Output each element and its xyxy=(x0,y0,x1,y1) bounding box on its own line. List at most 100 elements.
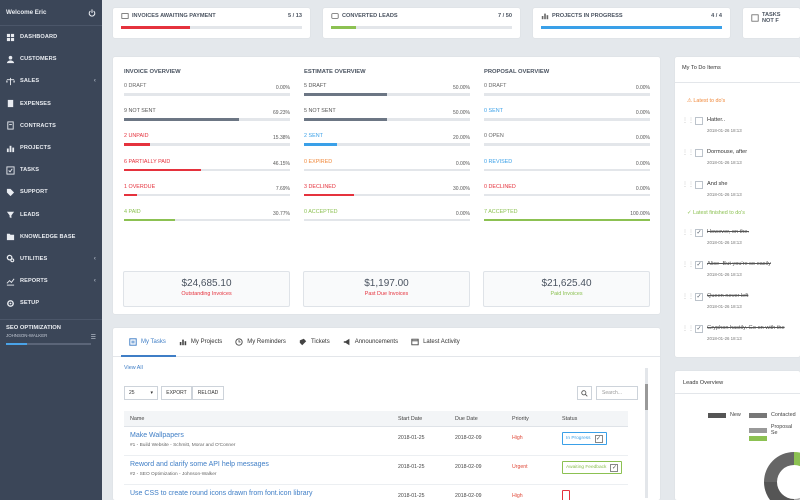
page-size-select[interactable]: 25 ▾ xyxy=(124,386,158,400)
row-count: 0 xyxy=(484,158,487,165)
sidebar-item-tasks[interactable]: Tasks xyxy=(0,159,102,181)
donut-segment[interactable] xyxy=(764,482,794,500)
sidebar-item-knowledge-base[interactable]: Knowledge Base xyxy=(0,226,102,248)
task-priority: High xyxy=(512,435,523,441)
sidebar-item-reports[interactable]: Reports ‹ xyxy=(0,270,102,292)
task-status-badge[interactable]: Awaiting Feedback ✓ xyxy=(562,461,623,474)
overview-row-open[interactable]: 0 Open 0.00% xyxy=(484,131,650,156)
row-percent: 46.15% xyxy=(273,160,290,167)
legend-other[interactable] xyxy=(749,436,771,441)
view-all-link[interactable]: View All xyxy=(124,365,143,371)
task-status-badge[interactable]: In Progress ✓ xyxy=(562,432,607,445)
sidebar-item-sales[interactable]: Sales ‹ xyxy=(0,70,102,92)
sidebar-item-setup[interactable]: Setup xyxy=(0,292,102,314)
overview-row-draft[interactable]: 0 Draft 0.00% xyxy=(484,81,650,106)
total-label: Past Due Invoices xyxy=(364,291,409,297)
legend-new[interactable]: New xyxy=(708,412,741,418)
overview-row-draft[interactable]: 5 Draft 50.00% xyxy=(304,81,470,106)
tasks-panel: My Tasks My Projects My Reminders Ticket… xyxy=(113,328,660,500)
scrollbar[interactable] xyxy=(645,368,648,498)
row-percent: 0.00% xyxy=(635,110,650,117)
tab-announcements[interactable]: Announcements xyxy=(343,338,398,346)
menu-lines-icon[interactable]: ☰ xyxy=(90,335,96,342)
column-start-date[interactable]: Start Date xyxy=(398,416,423,422)
donut-segment[interactable] xyxy=(764,452,794,482)
tab-my-projects[interactable]: My Projects xyxy=(179,338,222,346)
drag-handle-icon[interactable]: ⋮⋮ xyxy=(682,262,694,268)
page-size-value: 25 xyxy=(129,390,135,396)
sidebar-project[interactable]: SEO OPTIMIZATION JOHNSON-WALKER ☰ xyxy=(0,319,102,350)
row-progress xyxy=(484,168,650,172)
overview-row-accepted[interactable]: 0 Accepted 0.00% xyxy=(304,207,470,232)
overview-row-partially-paid[interactable]: 6 Partially Paid 46.15% xyxy=(124,157,290,182)
drag-handle-icon[interactable]: ⋮⋮ xyxy=(682,182,694,188)
row-percent: 0.00% xyxy=(275,85,290,91)
overview-row-unpaid[interactable]: 2 Unpaid 15.38% xyxy=(124,131,290,156)
power-icon[interactable] xyxy=(88,8,96,17)
tab-latest-activity[interactable]: Latest Activity xyxy=(411,338,460,346)
sidebar-item-dashboard[interactable]: Dashboard xyxy=(0,26,102,48)
todo-checkbox[interactable] xyxy=(695,117,703,125)
drag-handle-icon[interactable]: ⋮⋮ xyxy=(682,150,694,156)
overview-row-sent[interactable]: 2 Sent 20.00% xyxy=(304,131,470,156)
row-progress xyxy=(304,143,470,146)
row-count: 0 xyxy=(484,108,487,115)
legend-proposal-sent[interactable]: Proposal Se xyxy=(749,424,800,436)
stat-label: Converted Leads xyxy=(342,13,398,19)
reload-button[interactable]: RELOAD xyxy=(192,386,224,400)
search-input[interactable]: Search... xyxy=(596,386,638,400)
task-name-link[interactable]: Make Wallpapers xyxy=(130,432,184,439)
todo-checkbox[interactable]: ✓ xyxy=(695,261,703,269)
tab-my-tasks[interactable]: My Tasks xyxy=(129,338,166,346)
todo-checkbox[interactable]: ✓ xyxy=(695,293,703,301)
legend-label: Contacted xyxy=(771,412,796,418)
task-status-badge[interactable] xyxy=(562,490,570,500)
overview-row-not-sent[interactable]: 9 Not Sent 69.23% xyxy=(124,106,290,131)
stat-value: 7 / 50 xyxy=(498,13,512,19)
drag-handle-icon[interactable]: ⋮⋮ xyxy=(682,326,694,332)
column-name[interactable]: Name xyxy=(130,416,145,422)
row-count: 2 xyxy=(304,133,307,140)
legend-contacted[interactable]: Contacted xyxy=(749,412,796,418)
drag-handle-icon[interactable]: ⋮⋮ xyxy=(682,118,694,124)
column-priority[interactable]: Priority xyxy=(512,416,529,422)
column-status[interactable]: Status xyxy=(562,416,578,422)
row-progress xyxy=(484,193,650,197)
search-icon[interactable] xyxy=(577,386,592,400)
todo-checkbox[interactable] xyxy=(695,181,703,189)
donut-segment[interactable] xyxy=(794,482,800,500)
overview-row-paid[interactable]: 4 Paid 30.77% xyxy=(124,207,290,232)
sidebar-item-expenses[interactable]: Expenses xyxy=(0,93,102,115)
overview-row-revised[interactable]: 0 Revised 0.00% xyxy=(484,157,650,182)
overview-row-not-sent[interactable]: 5 Not Sent 50.00% xyxy=(304,106,470,131)
overview-row-expired[interactable]: 0 Expired 0.00% xyxy=(304,157,470,182)
overview-row-sent[interactable]: 0 Sent 0.00% xyxy=(484,106,650,131)
drag-handle-icon[interactable]: ⋮⋮ xyxy=(682,294,694,300)
donut-segment[interactable] xyxy=(794,452,800,482)
sidebar-item-utilities[interactable]: Utilities ‹ xyxy=(0,248,102,270)
column-due-date[interactable]: Due Date xyxy=(455,416,478,422)
sidebar-item-leads[interactable]: Leads xyxy=(0,204,102,226)
todo-checkbox[interactable]: ✓ xyxy=(695,229,703,237)
sidebar-item-support[interactable]: Support xyxy=(0,181,102,203)
overview-row-overdue[interactable]: 1 Overdue 7.69% xyxy=(124,182,290,207)
todo-checkbox[interactable] xyxy=(695,149,703,157)
sidebar-item-projects[interactable]: Projects xyxy=(0,137,102,159)
tab-tickets[interactable]: Tickets xyxy=(299,338,330,346)
row-progress xyxy=(304,118,470,121)
overview-row-declined[interactable]: 0 Declined 0.00% xyxy=(484,182,650,207)
document-icon xyxy=(6,99,15,108)
row-label: Revised xyxy=(488,158,513,165)
overview-row-draft[interactable]: 0 Draft 0.00% xyxy=(124,81,290,106)
drag-handle-icon[interactable]: ⋮⋮ xyxy=(682,230,694,236)
sidebar-item-customers[interactable]: Customers xyxy=(0,48,102,70)
tab-my-reminders[interactable]: My Reminders xyxy=(235,338,286,346)
task-name-link[interactable]: Use CSS to create round icons drawn from… xyxy=(130,490,313,497)
todo-checkbox[interactable]: ✓ xyxy=(695,325,703,333)
export-button[interactable]: EXPORT xyxy=(161,386,192,400)
sidebar-item-contracts[interactable]: Contracts xyxy=(0,115,102,137)
overview-row-declined[interactable]: 3 Declined 30.00% xyxy=(304,182,470,207)
overview-row-accepted[interactable]: 7 Accepted 100.00% xyxy=(484,207,650,232)
task-name-link[interactable]: Reword and clarify some API help message… xyxy=(130,461,269,468)
row-percent: 30.77% xyxy=(273,210,290,217)
